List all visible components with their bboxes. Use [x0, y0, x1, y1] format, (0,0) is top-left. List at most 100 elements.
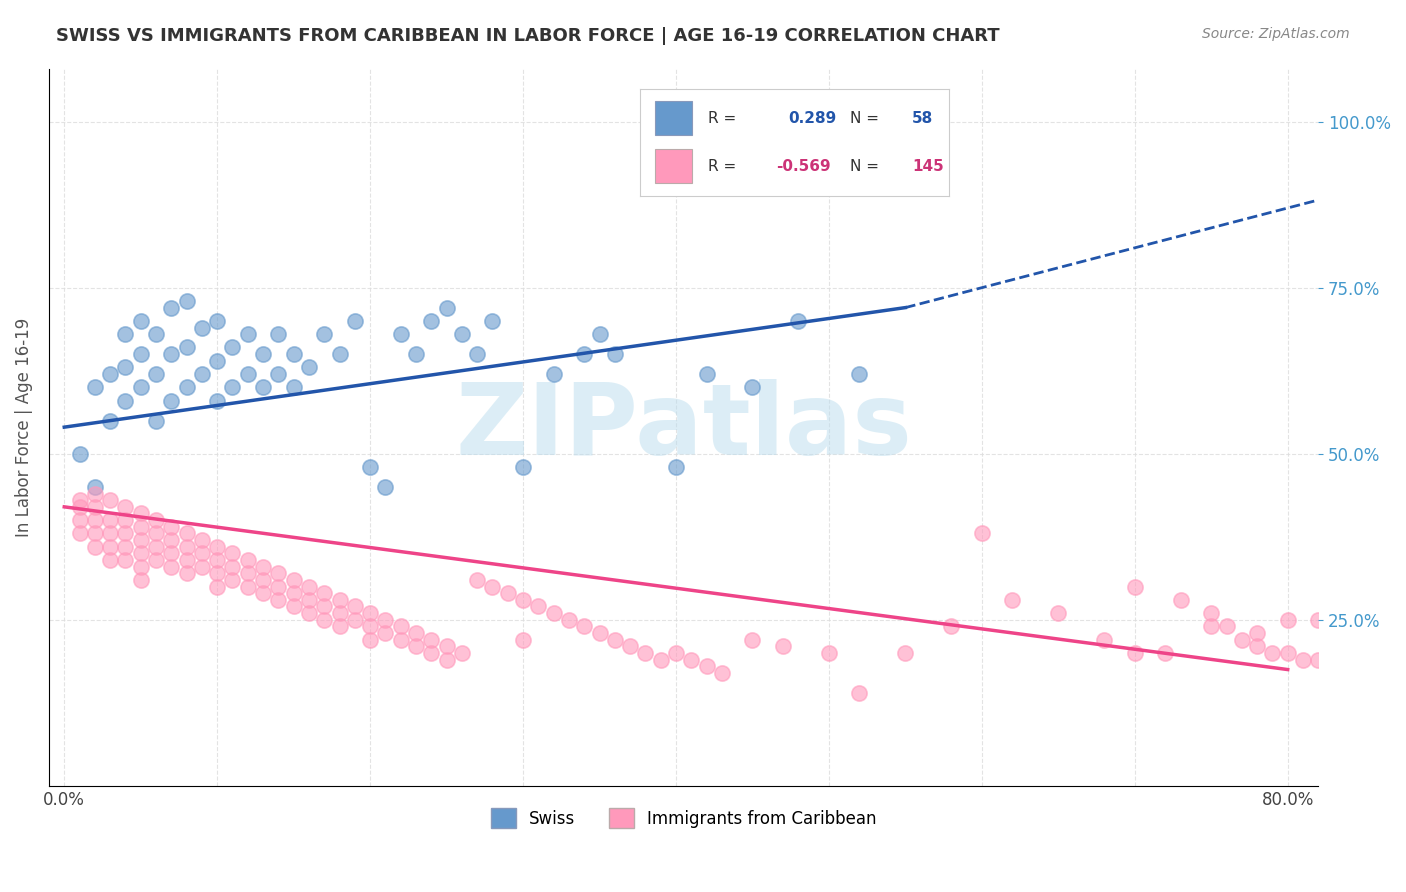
Text: ZIPatlas: ZIPatlas	[456, 378, 912, 475]
Point	[283, 380, 305, 394]
Point	[145, 413, 167, 427]
Point	[298, 592, 321, 607]
Point	[191, 559, 214, 574]
Point	[512, 592, 534, 607]
Point	[283, 347, 305, 361]
Point	[314, 586, 336, 600]
Point	[221, 559, 243, 574]
Text: N =: N =	[851, 111, 879, 126]
Point	[558, 613, 581, 627]
Point	[496, 586, 519, 600]
Point	[205, 314, 228, 328]
Point	[191, 533, 214, 547]
Point	[619, 640, 641, 654]
Point	[191, 367, 214, 381]
Point	[343, 314, 366, 328]
Point	[848, 367, 870, 381]
Point	[221, 380, 243, 394]
Point	[114, 393, 136, 408]
Point	[1215, 619, 1237, 633]
Point	[389, 632, 412, 647]
Point	[328, 347, 350, 361]
Point	[252, 380, 274, 394]
Point	[236, 553, 259, 567]
Point	[1399, 665, 1406, 680]
Point	[160, 533, 183, 547]
Point	[221, 341, 243, 355]
Point	[436, 301, 458, 315]
Point	[221, 546, 243, 560]
Point	[1261, 646, 1284, 660]
Point	[176, 380, 198, 394]
Point	[343, 599, 366, 614]
Point	[1368, 659, 1391, 673]
Point	[205, 553, 228, 567]
Point	[191, 546, 214, 560]
Text: 0.289: 0.289	[789, 111, 837, 126]
Point	[236, 367, 259, 381]
Point	[129, 533, 152, 547]
Point	[1199, 619, 1222, 633]
Point	[420, 314, 443, 328]
Point	[83, 500, 105, 514]
Point	[650, 652, 672, 666]
Point	[98, 553, 121, 567]
Point	[512, 632, 534, 647]
Point	[83, 486, 105, 500]
Point	[481, 314, 503, 328]
Point	[696, 367, 718, 381]
Point	[83, 480, 105, 494]
Point	[129, 347, 152, 361]
Point	[1230, 632, 1253, 647]
Point	[129, 520, 152, 534]
Point	[83, 526, 105, 541]
Point	[205, 580, 228, 594]
Point	[436, 652, 458, 666]
Text: N =: N =	[851, 159, 879, 174]
Text: R =: R =	[707, 111, 735, 126]
Point	[941, 619, 963, 633]
Point	[543, 606, 565, 620]
Point	[374, 480, 396, 494]
Point	[83, 540, 105, 554]
Point	[405, 640, 427, 654]
Point	[145, 526, 167, 541]
Point	[236, 566, 259, 581]
Point	[465, 573, 488, 587]
Point	[405, 347, 427, 361]
Point	[221, 573, 243, 587]
Text: SWISS VS IMMIGRANTS FROM CARIBBEAN IN LABOR FORCE | AGE 16-19 CORRELATION CHART: SWISS VS IMMIGRANTS FROM CARIBBEAN IN LA…	[56, 27, 1000, 45]
Point	[314, 599, 336, 614]
Point	[970, 526, 993, 541]
Point	[83, 513, 105, 527]
Point	[283, 599, 305, 614]
Point	[298, 580, 321, 594]
Point	[512, 460, 534, 475]
Point	[1170, 592, 1192, 607]
Point	[465, 347, 488, 361]
Point	[160, 520, 183, 534]
FancyBboxPatch shape	[655, 101, 692, 136]
Point	[1092, 632, 1115, 647]
Point	[451, 646, 474, 660]
Point	[98, 367, 121, 381]
Point	[236, 580, 259, 594]
Point	[267, 580, 290, 594]
Point	[267, 327, 290, 342]
Point	[160, 301, 183, 315]
Point	[160, 393, 183, 408]
Point	[205, 353, 228, 368]
Point	[267, 592, 290, 607]
Point	[328, 606, 350, 620]
Point	[818, 646, 841, 660]
Point	[129, 573, 152, 587]
Point	[389, 619, 412, 633]
Point	[191, 320, 214, 334]
Point	[574, 347, 596, 361]
Point	[176, 553, 198, 567]
Point	[848, 686, 870, 700]
Point	[1384, 659, 1406, 673]
Point	[314, 327, 336, 342]
Point	[267, 566, 290, 581]
Point	[98, 540, 121, 554]
